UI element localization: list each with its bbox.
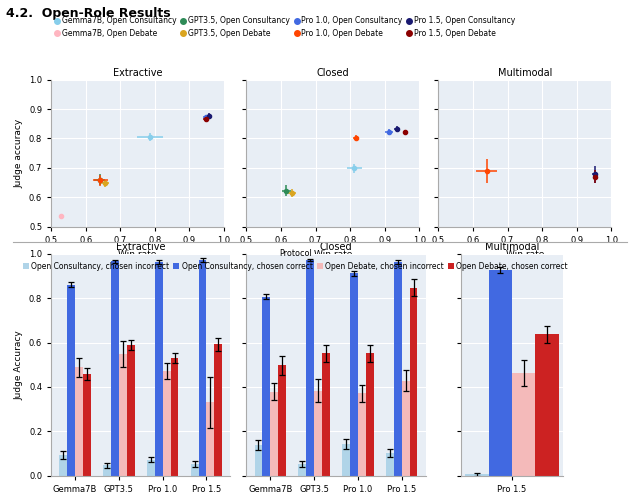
X-axis label: Win rate: Win rate xyxy=(314,250,352,259)
Bar xyxy=(402,381,410,476)
Bar xyxy=(155,262,163,476)
Legend: Open Consultancy, chosen incorrect, Open Consultancy, chosen correct, Open Debat: Open Consultancy, chosen incorrect, Open… xyxy=(23,249,568,270)
Bar xyxy=(198,260,207,476)
Bar xyxy=(298,464,306,476)
Bar xyxy=(394,262,402,476)
Bar xyxy=(147,460,155,476)
Bar xyxy=(255,445,262,476)
Bar xyxy=(262,296,270,476)
Bar xyxy=(103,465,111,476)
Title: Extractive: Extractive xyxy=(116,242,166,252)
Title: Closed: Closed xyxy=(317,68,349,78)
Bar xyxy=(83,374,91,476)
X-axis label: Win rate: Win rate xyxy=(506,250,544,259)
Bar xyxy=(60,455,67,476)
Bar xyxy=(358,393,366,476)
Bar xyxy=(306,260,314,476)
X-axis label: Win rate: Win rate xyxy=(118,250,157,259)
Y-axis label: Judge accuracy: Judge accuracy xyxy=(14,119,24,188)
Bar xyxy=(119,354,127,476)
Bar xyxy=(171,358,179,476)
Bar xyxy=(512,373,535,476)
Bar xyxy=(342,444,350,476)
Y-axis label: Judge Accuracy: Judge Accuracy xyxy=(14,330,24,400)
Bar xyxy=(314,391,322,476)
Bar xyxy=(111,261,119,476)
Title: Multimodal: Multimodal xyxy=(485,242,539,252)
Bar xyxy=(489,270,512,476)
Bar xyxy=(278,365,286,476)
Title: Closed: Closed xyxy=(320,242,352,252)
Title: Multimodal: Multimodal xyxy=(498,68,552,78)
Bar xyxy=(270,392,278,476)
Bar xyxy=(465,475,489,476)
Bar xyxy=(75,368,83,476)
Bar xyxy=(67,284,75,476)
Bar xyxy=(386,453,394,476)
Bar xyxy=(535,334,559,476)
Text: 4.2.  Open-Role Results: 4.2. Open-Role Results xyxy=(6,7,171,20)
Bar xyxy=(214,345,222,476)
Title: Extractive: Extractive xyxy=(113,68,163,78)
Bar xyxy=(350,273,358,476)
Bar xyxy=(322,353,330,476)
Bar xyxy=(163,371,171,476)
Bar xyxy=(366,353,374,476)
Bar xyxy=(191,464,198,476)
Bar xyxy=(410,288,417,476)
Legend: Gemma7B, Open Consultancy, Gemma7B, Open Debate, GPT3.5, Open Consultancy, GPT3.: Gemma7B, Open Consultancy, Gemma7B, Open… xyxy=(55,16,515,38)
Bar xyxy=(127,345,134,476)
Bar xyxy=(207,402,214,476)
